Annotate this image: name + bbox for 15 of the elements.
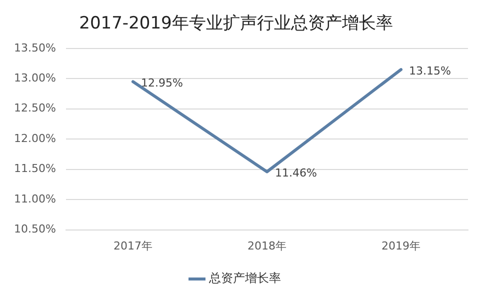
x-tick-label: 2019年 [381, 239, 420, 252]
y-tick-label: 12.50% [14, 102, 56, 115]
y-tick-label: 12.00% [14, 132, 56, 145]
x-tick-label: 2018年 [247, 239, 286, 252]
chart-title: 2017-2019年专业扩声行业总资产增长率 [79, 14, 393, 34]
y-tick-label: 13.00% [14, 71, 56, 84]
y-tick-label: 10.50% [14, 222, 56, 236]
y-tick-label: 13.50% [14, 41, 56, 54]
data-label: 12.95% [140, 76, 183, 90]
data-label: 11.46% [274, 166, 317, 180]
y-tick-label: 11.00% [14, 192, 56, 206]
x-tick-label: 2017年 [113, 239, 152, 252]
legend-label: 总资产增长率 [208, 271, 281, 286]
data-label: 13.15% [408, 64, 451, 78]
y-tick-label: 11.50% [14, 162, 56, 176]
